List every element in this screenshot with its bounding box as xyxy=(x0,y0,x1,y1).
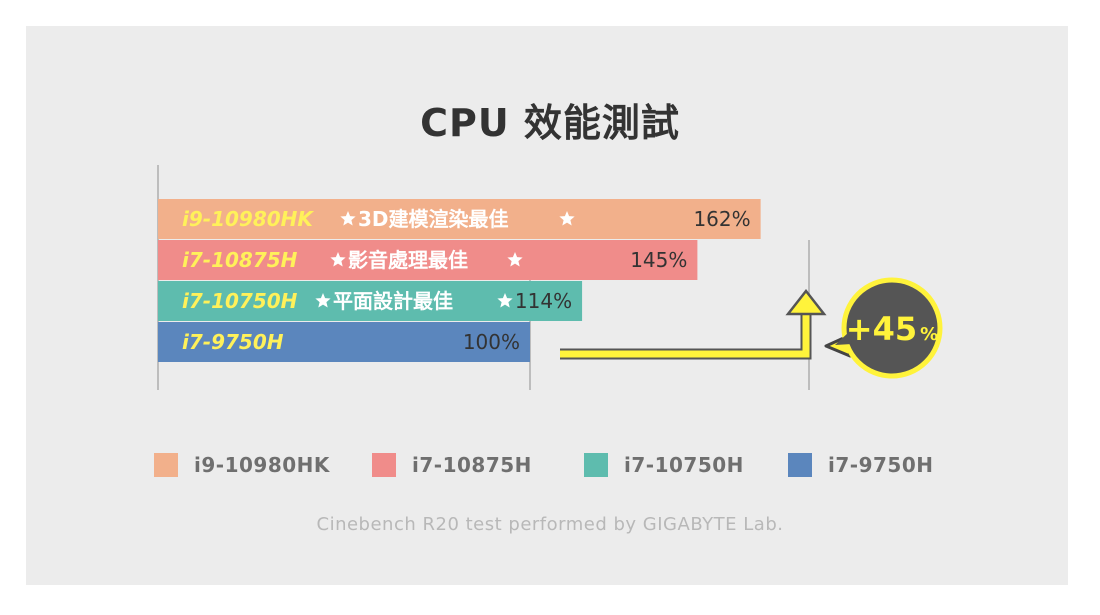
bar-3 xyxy=(158,281,583,321)
bubble-circle xyxy=(841,277,943,379)
arrow-body xyxy=(560,310,810,358)
increase-percent-label: +45% xyxy=(846,310,938,348)
chart-legend: i9-10980HK i7-10875H i7-10750H i7-9750H xyxy=(0,451,1100,479)
star-icon xyxy=(340,211,356,226)
legend-swatch xyxy=(584,453,608,477)
star-icon xyxy=(559,211,575,226)
chart-title: CPU 效能測試 xyxy=(420,101,680,145)
bar-badge-label: 影音處理最佳 xyxy=(348,248,468,272)
bar-group-4: i7-9750H 100% xyxy=(158,322,530,362)
legend-label: i7-10750H xyxy=(624,453,744,477)
arrow-head-icon xyxy=(785,288,827,316)
increase-bubble: +45% xyxy=(824,277,943,379)
star-icon xyxy=(507,252,523,267)
bar-value-label: 114% xyxy=(515,289,572,313)
legend-swatch xyxy=(154,453,178,477)
increase-value: +45 xyxy=(846,310,917,348)
bar-category-label: i7-10750H xyxy=(182,289,298,313)
chart-caption: Cinebench R20 test performed by GIGABYTE… xyxy=(316,514,784,535)
bar-category-label: i7-9750H xyxy=(182,330,284,354)
bar-badge-label: 平面設計最佳 xyxy=(333,289,453,313)
bar-group-2: i7-10875H 影音處理最佳 145% xyxy=(158,240,698,280)
bar-category-label: i7-10875H xyxy=(182,248,298,272)
bar-badge-label: 3D建模渲染最佳 xyxy=(358,207,509,231)
bar-group-1: i9-10980HK 3D建模渲染最佳 162% xyxy=(158,199,761,239)
increase-arrow xyxy=(560,288,827,360)
bubble-tail-fill xyxy=(835,332,852,345)
increase-unit: % xyxy=(920,324,938,345)
legend-item: i7-9750H xyxy=(788,451,933,479)
legend-label: i7-10875H xyxy=(412,453,532,477)
legend-item: i7-10875H xyxy=(372,451,532,479)
bar-group-3: i7-10750H 平面設計最佳 114% xyxy=(158,281,583,321)
star-icon xyxy=(330,252,346,267)
bar-value-label: 100% xyxy=(463,330,520,354)
legend-item: i7-10750H xyxy=(584,451,744,479)
legend-label: i9-10980HK xyxy=(194,453,330,477)
legend-swatch xyxy=(788,453,812,477)
arrow-outline xyxy=(560,308,812,360)
star-icon xyxy=(315,293,331,308)
legend-item: i9-10980HK xyxy=(154,451,330,479)
bar-4 xyxy=(158,322,530,362)
bar-category-label: i9-10980HK xyxy=(182,207,314,231)
bar-2 xyxy=(158,240,698,280)
legend-label: i7-9750H xyxy=(828,453,934,477)
star-icon xyxy=(497,293,513,308)
bar-1 xyxy=(158,199,761,239)
bar-value-label: 162% xyxy=(693,207,750,231)
bar-value-label: 145% xyxy=(630,248,687,272)
legend-swatch xyxy=(372,453,396,477)
